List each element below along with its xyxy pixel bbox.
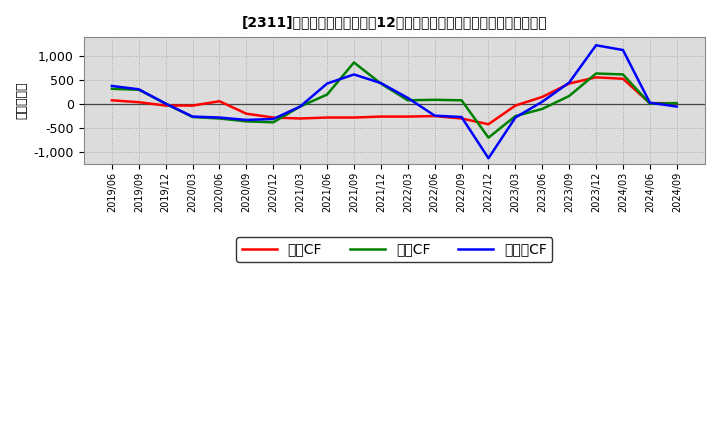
フリーCF bbox=[323, 81, 331, 86]
フリーCF bbox=[215, 115, 224, 120]
フリーCF bbox=[565, 80, 574, 85]
営業CF bbox=[135, 99, 143, 105]
営業CF bbox=[350, 115, 359, 120]
フリーCF bbox=[135, 87, 143, 92]
Legend: 営業CF, 投資CF, フリーCF: 営業CF, 投資CF, フリーCF bbox=[236, 237, 552, 262]
投資CF bbox=[161, 101, 170, 106]
営業CF bbox=[538, 94, 546, 99]
フリーCF bbox=[107, 83, 116, 88]
投資CF bbox=[511, 114, 520, 119]
フリーCF bbox=[377, 81, 385, 86]
営業CF bbox=[618, 76, 627, 81]
投資CF bbox=[296, 104, 305, 109]
投資CF bbox=[484, 135, 492, 140]
営業CF bbox=[296, 116, 305, 121]
フリーCF bbox=[511, 115, 520, 120]
投資CF bbox=[269, 120, 278, 125]
営業CF bbox=[107, 98, 116, 103]
フリーCF bbox=[161, 101, 170, 106]
営業CF bbox=[161, 103, 170, 108]
フリーCF bbox=[350, 72, 359, 77]
営業CF bbox=[592, 75, 600, 80]
フリーCF bbox=[457, 114, 466, 120]
営業CF bbox=[215, 99, 224, 104]
投資CF bbox=[618, 72, 627, 77]
投資CF bbox=[135, 87, 143, 92]
営業CF bbox=[565, 81, 574, 86]
投資CF bbox=[350, 60, 359, 65]
投資CF bbox=[323, 92, 331, 97]
営業CF bbox=[431, 114, 439, 119]
Line: フリーCF: フリーCF bbox=[112, 45, 677, 158]
投資CF bbox=[242, 119, 251, 124]
フリーCF bbox=[538, 99, 546, 104]
投資CF bbox=[457, 98, 466, 103]
投資CF bbox=[377, 81, 385, 86]
投資CF bbox=[565, 93, 574, 99]
投資CF bbox=[538, 106, 546, 112]
投資CF bbox=[107, 86, 116, 92]
Title: [2311]　キャッシュフローの12か月移動合計の対前年同期増減額の推移: [2311] キャッシュフローの12か月移動合計の対前年同期増減額の推移 bbox=[241, 15, 547, 29]
営業CF bbox=[242, 111, 251, 116]
営業CF bbox=[403, 114, 412, 119]
営業CF bbox=[323, 115, 331, 120]
フリーCF bbox=[269, 116, 278, 121]
フリーCF bbox=[242, 117, 251, 123]
投資CF bbox=[403, 98, 412, 103]
営業CF bbox=[672, 100, 681, 106]
フリーCF bbox=[484, 156, 492, 161]
フリーCF bbox=[618, 48, 627, 53]
営業CF bbox=[269, 115, 278, 120]
営業CF bbox=[188, 103, 197, 108]
フリーCF bbox=[672, 104, 681, 109]
Y-axis label: （百万円）: （百万円） bbox=[15, 82, 28, 119]
投資CF bbox=[646, 101, 654, 106]
フリーCF bbox=[431, 113, 439, 118]
営業CF bbox=[646, 100, 654, 106]
フリーCF bbox=[296, 104, 305, 109]
投資CF bbox=[215, 116, 224, 121]
フリーCF bbox=[646, 100, 654, 105]
Line: 営業CF: 営業CF bbox=[112, 77, 677, 124]
投資CF bbox=[672, 100, 681, 106]
フリーCF bbox=[188, 114, 197, 119]
営業CF bbox=[511, 103, 520, 108]
Line: 投資CF: 投資CF bbox=[112, 62, 677, 138]
営業CF bbox=[457, 116, 466, 121]
投資CF bbox=[188, 114, 197, 120]
フリーCF bbox=[403, 95, 412, 101]
投資CF bbox=[592, 71, 600, 76]
投資CF bbox=[431, 97, 439, 103]
営業CF bbox=[484, 121, 492, 127]
フリーCF bbox=[592, 43, 600, 48]
営業CF bbox=[377, 114, 385, 119]
